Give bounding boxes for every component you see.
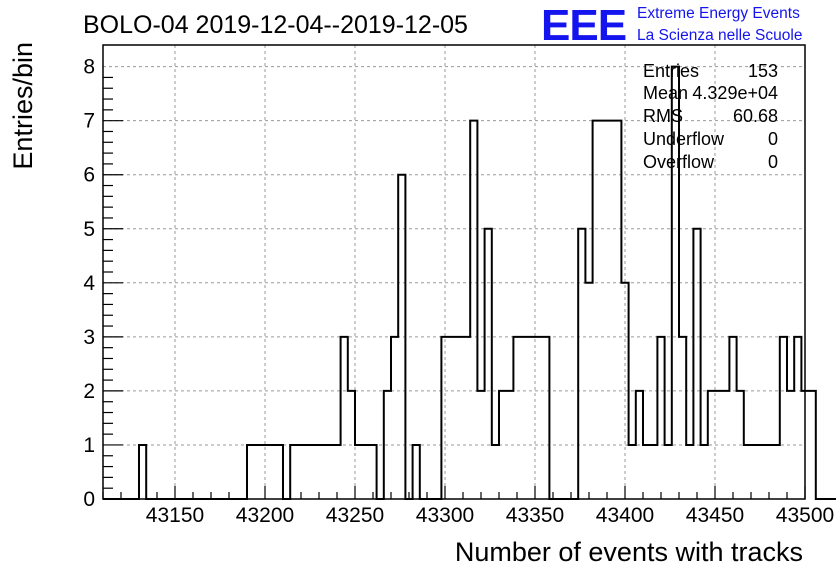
histogram-bar [542, 337, 549, 499]
histogram-bar [693, 229, 700, 499]
y-tick-label: 2 [83, 380, 95, 403]
histogram-bar [139, 445, 146, 499]
histogram-bar [456, 337, 463, 499]
stats-value: 60.68 [733, 106, 778, 126]
y-tick-label: 4 [83, 272, 95, 295]
histogram-bar [521, 337, 528, 499]
histogram-bar [773, 445, 780, 499]
histogram-bar [729, 337, 736, 499]
histogram-bar [297, 445, 304, 499]
y-axis: 0 1 2 3 4 5 6 7 8 [83, 56, 123, 511]
x-axis: 43150 43200 43250 43300 43350 43400 43450 43500 [102, 486, 834, 527]
stats-value: 0 [768, 129, 778, 149]
histogram-bar [600, 121, 607, 499]
x-tick-label: 43450 [686, 504, 744, 527]
logo-mark: EEE [541, 1, 626, 50]
histogram-bar [254, 445, 261, 499]
histogram-bar [355, 445, 362, 499]
histogram-bar [413, 445, 420, 499]
histogram-bar [657, 337, 664, 499]
logo-line-1: Extreme Energy Events [637, 5, 800, 22]
x-tick-label: 43500 [776, 504, 834, 527]
stats-label: Entries [643, 61, 699, 81]
histogram-bar [391, 337, 398, 499]
histogram-bar [492, 445, 499, 499]
y-tick-label: 0 [83, 488, 95, 511]
histogram-bar [326, 445, 333, 499]
stats-label: Mean [643, 83, 688, 103]
x-tick-label: 43150 [146, 504, 204, 527]
histogram-bar [593, 121, 600, 499]
histogram-bar [513, 337, 520, 499]
histogram-bar [341, 337, 348, 499]
histogram-bar [290, 445, 297, 499]
y-tick-label: 8 [83, 56, 95, 79]
chart-title: BOLO-04 2019-12-04--2019-12-05 [83, 11, 468, 39]
stats-box: Entries 153 Mean 4.329e+04 RMS 60.68 Underflow… [643, 61, 778, 172]
stats-label: Overflow [643, 152, 715, 172]
y-tick-label: 7 [83, 110, 95, 133]
y-axis-title: Entries/bin [8, 42, 38, 170]
x-tick-label: 43300 [416, 504, 474, 527]
x-axis-title: Number of events with tracks [455, 537, 803, 567]
histogram-bar [765, 445, 772, 499]
histogram-bar [607, 121, 614, 499]
stats-value: 0 [768, 152, 778, 172]
eee-logo: EEE Extreme Energy Events La Scienza nel… [541, 1, 802, 50]
histogram-bar [305, 445, 312, 499]
histogram-bar [535, 337, 542, 499]
histogram-bar [276, 445, 283, 499]
histogram-bar [247, 445, 254, 499]
x-tick-label: 43350 [506, 504, 564, 527]
y-tick-label: 6 [83, 164, 95, 187]
histogram-bar [650, 445, 657, 499]
histogram-bar [614, 121, 621, 499]
histogram-bar [701, 445, 708, 499]
y-tick-label: 3 [83, 326, 95, 349]
y-tick-label: 5 [83, 218, 95, 241]
x-tick-label: 43400 [596, 504, 654, 527]
histogram-bar [794, 337, 801, 499]
histogram-bar [758, 445, 765, 499]
histogram-bar [780, 337, 787, 499]
histogram-bar [269, 445, 276, 499]
stats-label: RMS [643, 106, 683, 126]
x-tick-label: 43200 [236, 504, 294, 527]
histogram-bar [449, 337, 456, 499]
histogram-bar [485, 229, 492, 499]
stats-value: 153 [748, 61, 778, 81]
histogram-outline [103, 65, 836, 500]
stats-value: 4.329e+04 [692, 83, 778, 103]
stats-label: Underflow [643, 129, 725, 149]
histogram-bar [319, 445, 326, 499]
histogram-bar [470, 121, 477, 499]
histogram-bar [578, 229, 585, 499]
histogram-bar [643, 445, 650, 499]
histogram-bar [686, 445, 693, 499]
histogram-bar [809, 391, 816, 499]
y-tick-label: 1 [83, 434, 95, 457]
histogram-bar [362, 445, 369, 499]
histogram-bar [665, 445, 672, 499]
histogram-bar [679, 337, 686, 499]
histogram-bar [629, 445, 636, 499]
histogram-bar [333, 445, 340, 499]
histogram-bar [751, 445, 758, 499]
histogram-bar [463, 337, 470, 499]
histogram-bar [744, 445, 751, 499]
logo-line-2: La Scienza nelle Scuole [637, 27, 802, 44]
histogram-bar [369, 445, 376, 499]
x-tick-label: 43250 [326, 504, 384, 527]
histogram-bar [528, 337, 535, 499]
histogram-bar [312, 445, 319, 499]
